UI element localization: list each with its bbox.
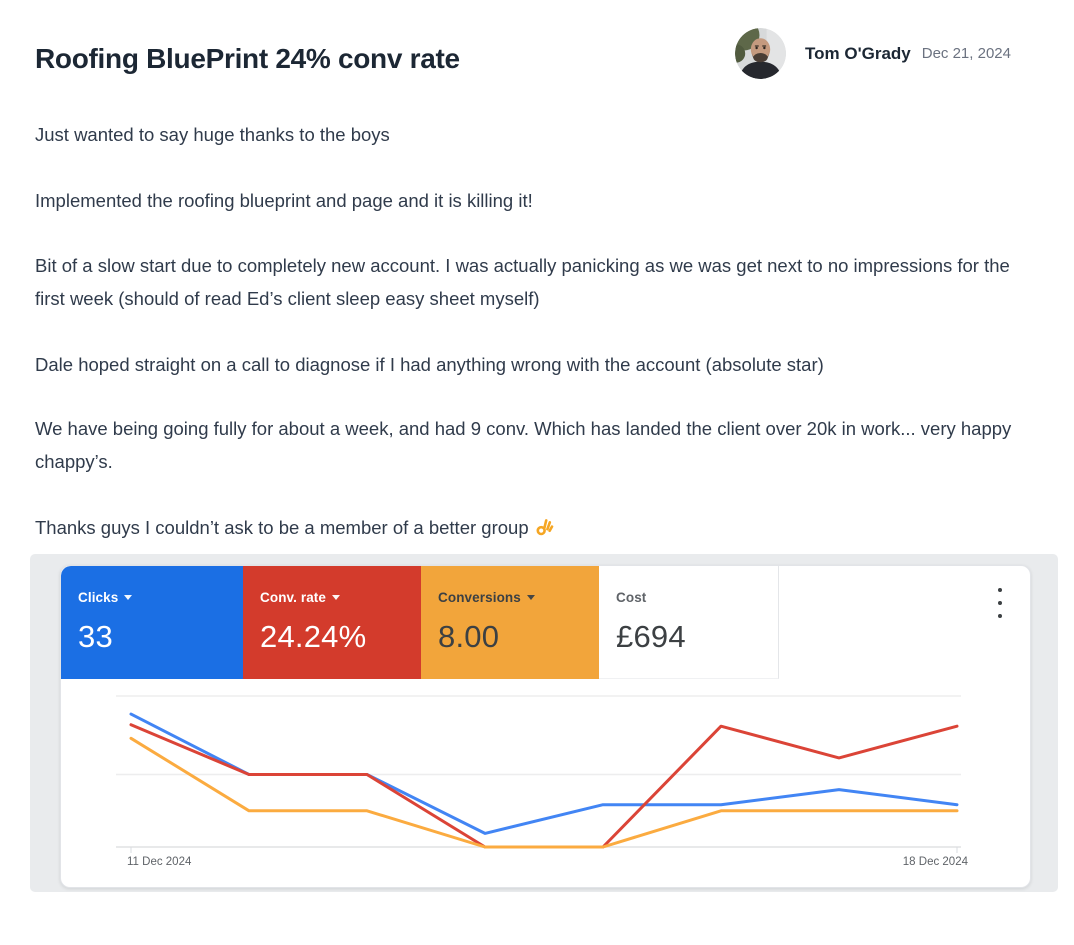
performance-chart: 11 Dec 2024 18 Dec 2024 [61,679,1030,887]
metric-label: Clicks [78,590,119,605]
metric-value: 33 [78,619,113,654]
x-axis-label-start: 11 Dec 2024 [127,856,192,868]
metric-selector[interactable]: Conversions [438,590,599,605]
metric-label: Conversions [438,590,521,605]
metric-card-conv-rate[interactable]: Conv. rate 24.24% [243,566,421,679]
author-row: Tom O'Grady Dec 21, 2024 [735,28,1011,79]
author-name[interactable]: Tom O'Grady [805,43,911,63]
chevron-down-icon [526,595,535,600]
post-title: Roofing BluePrint 24% conv rate [35,43,460,74]
kebab-menu-icon[interactable] [991,588,1009,618]
post-paragraph-text: Thanks guys I couldn’t ask to be a membe… [35,517,529,538]
metric-label: Conv. rate [260,590,327,605]
embedded-ads-screenshot[interactable]: Clicks 33 Conv. rate 24.24% Conversions [30,554,1058,892]
ads-dashboard-card: Clicks 33 Conv. rate 24.24% Conversions [60,565,1031,888]
post-paragraph: Just wanted to say huge thanks to the bo… [35,124,390,145]
chart-line-conv-rate [129,723,959,849]
metric-value: 8.00 [438,619,500,654]
metrics-row: Clicks 33 Conv. rate 24.24% Conversions [61,566,1030,679]
metric-selector[interactable]: Conv. rate [260,590,421,605]
chevron-down-icon [124,595,133,600]
metric-selector[interactable]: Clicks [78,590,243,605]
avatar[interactable] [735,28,786,79]
ok-hand-emoji [536,519,553,536]
post-paragraph: Implemented the roofing blueprint and pa… [35,190,533,211]
post-date: Dec 21, 2024 [921,45,1011,62]
chart-canvas [116,695,961,853]
metric-card-conversions[interactable]: Conversions 8.00 [421,566,599,679]
metric-label: Cost [616,590,647,605]
chevron-down-icon [332,595,341,600]
metric-value: £694 [616,619,686,654]
chart-line-conversions [129,736,959,849]
metric-card-clicks[interactable]: Clicks 33 [61,566,243,679]
post-paragraph: Bit of a slow start due to completely ne… [35,255,1010,309]
metric-value: 24.24% [260,619,367,654]
metric-card-cost: Cost £694 [599,566,779,679]
post-paragraph: Dale hoped straight on a call to diagnos… [35,354,824,375]
x-axis-label-end: 18 Dec 2024 [902,856,968,868]
chart-series-layer [129,712,959,849]
post-paragraph: We have being going fully for about a we… [35,418,1012,472]
post-paragraph: Thanks guys I couldn’t ask to be a membe… [35,511,1040,544]
